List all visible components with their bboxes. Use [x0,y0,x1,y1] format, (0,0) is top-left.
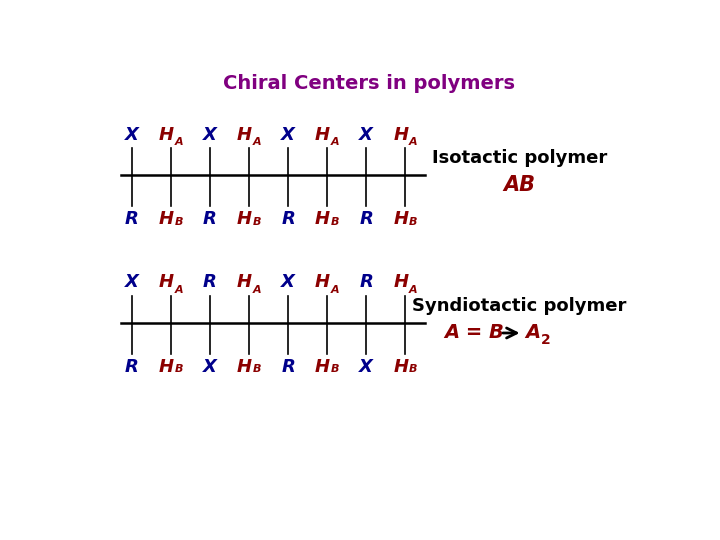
Text: A: A [174,137,183,147]
Text: H: H [393,210,408,228]
Text: B: B [409,217,418,227]
Text: B: B [409,364,418,374]
Text: B: B [330,364,339,374]
Text: AB: AB [504,176,536,195]
Text: 2: 2 [541,334,551,347]
Text: X: X [359,358,373,376]
Text: H: H [159,126,174,144]
Text: R: R [359,210,373,228]
Text: B: B [174,364,183,374]
Text: X: X [203,358,217,376]
Text: H: H [237,358,252,376]
Text: Syndiotactic polymer: Syndiotactic polymer [413,297,627,315]
Text: R: R [359,273,373,292]
Text: X: X [359,126,373,144]
Text: R: R [125,358,139,376]
Text: H: H [393,358,408,376]
Text: A: A [526,323,541,342]
Text: Isotactic polymer: Isotactic polymer [432,150,607,167]
Text: H: H [393,273,408,292]
Text: B: B [253,364,261,374]
Text: H: H [315,273,330,292]
Text: A: A [253,285,261,295]
Text: R: R [281,210,295,228]
Text: A: A [174,285,183,295]
Text: Chiral Centers in polymers: Chiral Centers in polymers [223,74,515,93]
Text: X: X [125,273,139,292]
Text: X: X [281,273,295,292]
Text: X: X [125,126,139,144]
Text: H: H [315,126,330,144]
Text: R: R [125,210,139,228]
Text: H: H [159,210,174,228]
Text: A: A [253,137,261,147]
Text: A: A [330,137,339,147]
Text: H: H [315,210,330,228]
Text: B: B [174,217,183,227]
Text: H: H [237,126,252,144]
Text: A: A [409,285,418,295]
Text: A = B: A = B [444,323,504,342]
Text: H: H [315,358,330,376]
Text: R: R [203,210,217,228]
Text: A: A [330,285,339,295]
Text: B: B [253,217,261,227]
Text: A: A [409,137,418,147]
Text: H: H [393,126,408,144]
Text: H: H [159,358,174,376]
Text: H: H [159,273,174,292]
Text: H: H [237,273,252,292]
Text: X: X [281,126,295,144]
Text: X: X [203,126,217,144]
Text: R: R [281,358,295,376]
Text: R: R [203,273,217,292]
Text: H: H [237,210,252,228]
Text: B: B [330,217,339,227]
